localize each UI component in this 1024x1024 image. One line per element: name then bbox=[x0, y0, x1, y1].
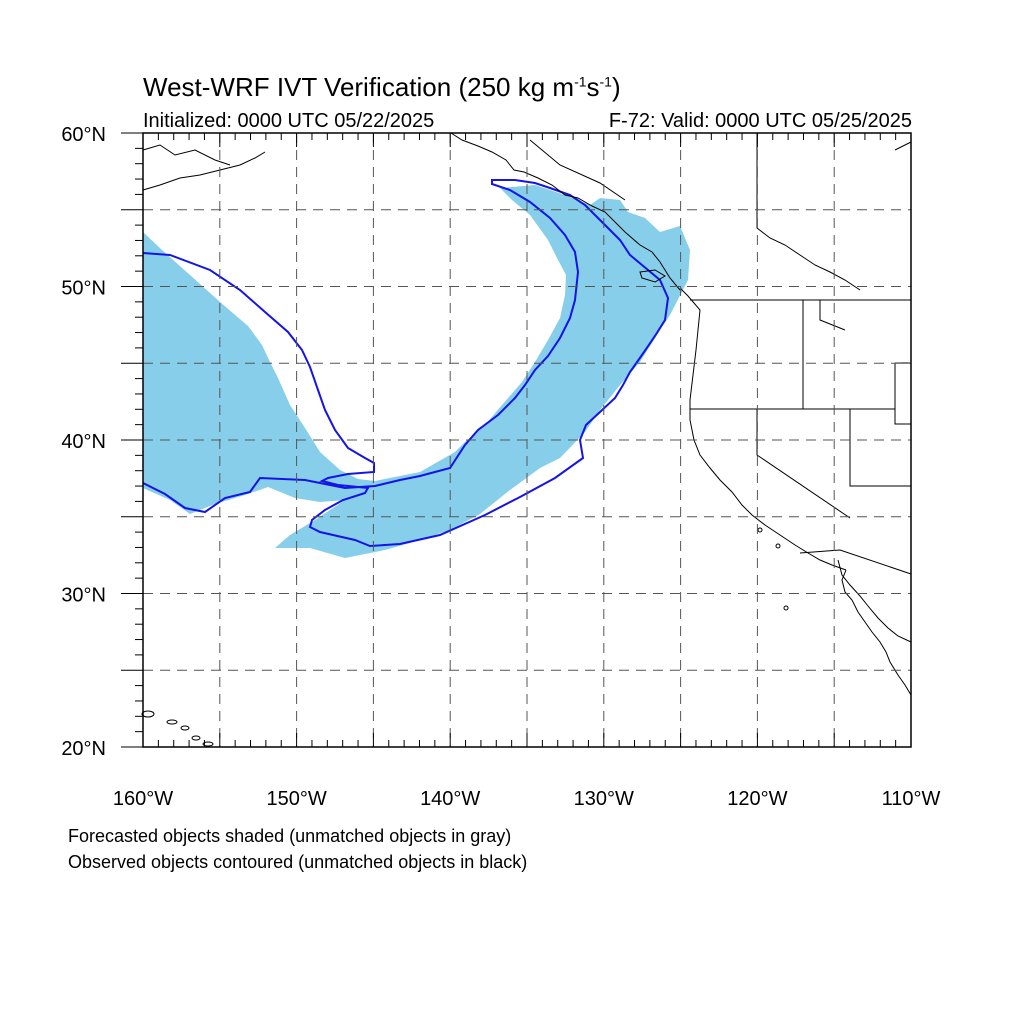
island-3 bbox=[191, 735, 201, 741]
lon-label: 140°W bbox=[420, 788, 480, 810]
lon-label: 130°W bbox=[574, 788, 634, 810]
map-title: West-WRF IVT Verification (250 kg m-1s-1… bbox=[143, 72, 621, 102]
coastline-10 bbox=[799, 549, 912, 575]
coastline-16 bbox=[894, 141, 912, 151]
coastline-8 bbox=[849, 409, 911, 487]
lat-label: 50°N bbox=[61, 278, 106, 300]
coastline-1 bbox=[679, 287, 847, 571]
island-2 bbox=[180, 725, 190, 731]
island-4 bbox=[202, 741, 214, 747]
lon-label: 160°W bbox=[113, 788, 173, 810]
small-island-1 bbox=[775, 543, 781, 549]
coastline-12 bbox=[756, 133, 861, 291]
footnote-forecast: Forecasted objects shaded (unmatched obj… bbox=[68, 826, 512, 846]
coastline-15 bbox=[529, 139, 626, 201]
lat-label: 20°N bbox=[61, 738, 106, 760]
forecast-ivt-object bbox=[143, 185, 690, 558]
coastline-17 bbox=[639, 269, 666, 283]
init-time-label: Initialized: 0000 UTC 05/22/2025 bbox=[143, 110, 435, 132]
footnote-observed: Observed objects contoured (unmatched ob… bbox=[68, 852, 528, 872]
lat-label: 40°N bbox=[61, 431, 106, 453]
coastline-14 bbox=[142, 151, 266, 191]
small-island-2 bbox=[783, 605, 789, 611]
coastline-0 bbox=[450, 132, 681, 291]
lon-label: 120°W bbox=[727, 788, 787, 810]
lat-label: 60°N bbox=[61, 124, 106, 146]
lon-label: 150°W bbox=[266, 788, 326, 810]
coastline-7 bbox=[756, 409, 851, 519]
coastline-2 bbox=[841, 569, 912, 696]
coastline-11 bbox=[819, 300, 846, 331]
island-0 bbox=[141, 710, 155, 718]
observed-ivt-contour bbox=[142, 179, 670, 548]
island-1 bbox=[166, 719, 178, 725]
coastline-3 bbox=[837, 559, 912, 643]
lat-label: 30°N bbox=[61, 585, 106, 607]
valid-time-label: F-72: Valid: 0000 UTC 05/25/2025 bbox=[608, 110, 912, 132]
small-island-0 bbox=[757, 527, 763, 533]
coastline-9 bbox=[894, 362, 911, 425]
lon-label: 110°W bbox=[882, 788, 941, 810]
coastline-13 bbox=[142, 144, 231, 166]
